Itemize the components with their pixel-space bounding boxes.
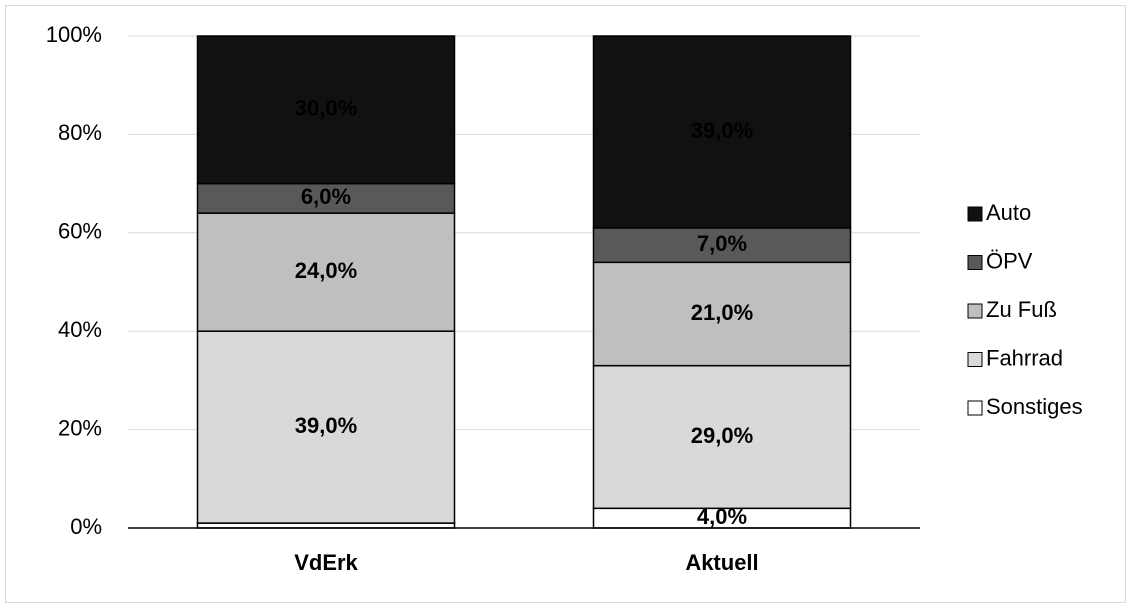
legend-label: Fahrrad [986, 345, 1063, 370]
legend-swatch [967, 352, 983, 367]
x-tick-label: VdErk [294, 550, 358, 575]
legend-swatch [967, 400, 983, 416]
bar-segment [196, 35, 456, 185]
y-tick-label: 20% [58, 415, 102, 440]
data-label: 6,0% [301, 184, 351, 209]
bar-segment [196, 212, 456, 332]
legend-label: Sonstiges [986, 394, 1083, 419]
y-tick-label: 40% [58, 317, 102, 342]
data-label: 21,0% [691, 300, 753, 325]
data-label: 39,0% [691, 118, 753, 143]
data-label: 29,0% [691, 423, 753, 448]
legend-swatch [967, 255, 983, 270]
bar-segment [196, 330, 456, 524]
legend-label: Auto [986, 200, 1031, 225]
data-label: 30,0% [295, 96, 357, 121]
bar-segment [592, 364, 852, 510]
bar-segment [592, 227, 852, 264]
x-tick-label: Aktuell [685, 550, 758, 575]
data-label: 24,0% [295, 258, 357, 283]
legend-swatch [967, 303, 983, 319]
legend-swatch [967, 206, 983, 222]
y-tick-label: 60% [58, 219, 102, 244]
bar-segment [592, 261, 852, 367]
y-tick-label: 0% [70, 514, 102, 539]
bar-segment [592, 35, 852, 229]
legend-label: ÖPV [986, 248, 1033, 273]
y-tick-label: 80% [58, 120, 102, 145]
chart-frame [5, 5, 1126, 603]
legend-label: Zu Fuß [986, 297, 1057, 322]
data-label: 7,0% [697, 231, 747, 256]
y-tick-label: 100% [46, 22, 102, 47]
data-label: 39,0% [295, 413, 357, 438]
